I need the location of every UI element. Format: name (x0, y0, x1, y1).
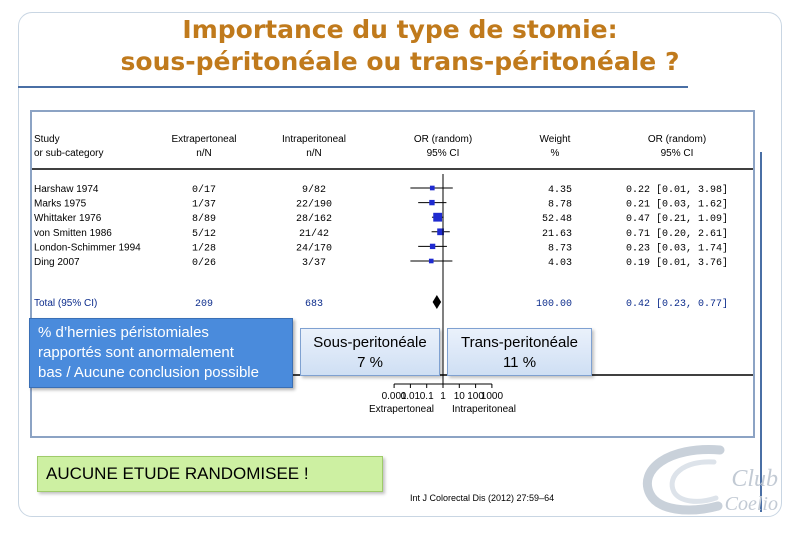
citation: Int J Colorectal Dis (2012) 27:59–64 (410, 493, 555, 503)
hernia-note-callout: % d’hernies péristomiales rapportés sont… (29, 318, 293, 388)
header-or-text-2: 95% CI (661, 148, 694, 159)
extra-count: 0/26 (192, 257, 216, 269)
header-study-2: or sub-category (34, 148, 103, 159)
trans-value: 11 % (502, 354, 537, 371)
study-name: Marks 1975 (34, 199, 87, 210)
logo-word-club: Club (731, 466, 778, 492)
study-weight: 21.63 (542, 229, 572, 240)
header-study-1: Study (34, 134, 60, 145)
slide-title: Importance du type de stomie: sous-périt… (0, 14, 800, 78)
title-line-2: sous-péritonéale ou trans-péritonéale ? (120, 47, 680, 76)
hernia-note-line: rapportés sont anormalement (38, 344, 234, 361)
intra-count: 28/162 (296, 213, 332, 225)
study-marker (429, 185, 435, 191)
header-or-text-1: OR (random) (648, 134, 706, 145)
club-coelio-logo: Club Coelio (643, 445, 778, 515)
total-diamond (432, 295, 442, 309)
forest-plot-box: Study or sub-category Extrapertoneal n/N… (30, 110, 755, 438)
header-or-plot-2: 95% CI (427, 148, 460, 159)
study-or-ci: 0.47 [0.21, 1.09] (626, 213, 728, 225)
study-or-ci: 0.23 [0.03, 1.74] (626, 242, 728, 254)
study-name: von Smitten 1986 (34, 228, 112, 239)
header-weight-1: Weight (540, 134, 571, 145)
header-extra-1: Extrapertoneal (171, 134, 236, 145)
forest-plot: Study or sub-category Extrapertoneal n/N… (32, 134, 753, 415)
intra-count: 21/42 (299, 228, 329, 240)
logo-swoosh-inner (669, 459, 719, 504)
study-marker (433, 212, 443, 222)
tick-label: 0.001 (382, 391, 407, 402)
header-intra-2: n/N (306, 148, 322, 159)
tick-label: 100 (467, 391, 484, 402)
study-weight: 52.48 (542, 214, 572, 225)
study-weight: 8.78 (548, 200, 572, 211)
favours-right-label: Intraperitoneal (452, 404, 516, 415)
tick-label: 10 (454, 391, 466, 402)
extra-count: 5/12 (192, 228, 216, 240)
study-or-ci: 0.22 [0.01, 3.98] (626, 184, 728, 196)
intra-count: 9/82 (302, 184, 326, 196)
no-randomized-banner: AUCUNE ETUDE RANDOMISEE ! (37, 456, 383, 492)
trans-label: Trans-peritonéale (460, 334, 578, 351)
total-or-ci: 0.42 [0.23, 0.77] (626, 298, 728, 310)
extra-count: 1/28 (192, 242, 216, 254)
study-weight: 4.03 (548, 258, 572, 269)
logo-word-coelio: Coelio (725, 493, 778, 515)
header-or-plot-1: OR (random) (414, 134, 472, 145)
header-intra-1: Intraperitoneal (282, 134, 346, 145)
trans-peritoneale-callout: Trans-peritonéale 11 % (447, 328, 592, 376)
total-weight: 100.00 (536, 299, 572, 310)
extra-count: 0/17 (192, 184, 216, 196)
plot-area (410, 174, 453, 384)
study-name: Ding 2007 (34, 257, 80, 268)
total-label: Total (95% CI) (34, 298, 97, 309)
study-marker (429, 243, 436, 250)
study-name: Harshaw 1974 (34, 184, 99, 195)
header-extra-2: n/N (196, 148, 212, 159)
header-weight-2: % (551, 148, 560, 159)
study-rows: Harshaw 1974 0/17 9/82 4.35 0.22 [0.01, 3.98… (34, 184, 728, 310)
study-or-ci: 0.21 [0.03, 1.62] (626, 199, 728, 211)
total-intra: 683 (305, 299, 323, 310)
intra-count: 3/37 (302, 257, 326, 269)
tick-label: 0.1 (420, 391, 434, 402)
study-name: London-Schimmer 1994 (34, 242, 141, 253)
extra-count: 1/37 (192, 199, 216, 211)
total-extra: 209 (195, 299, 213, 310)
logo-swoosh (643, 445, 725, 515)
study-marker (428, 258, 434, 264)
hernia-note-line: % d’hernies péristomiales (38, 324, 209, 341)
sous-peritoneale-callout: Sous-peritonéale 7 % (300, 328, 440, 376)
tick-label: 0.01 (401, 391, 421, 402)
study-weight: 4.35 (548, 185, 572, 196)
study-weight: 8.73 (548, 243, 572, 254)
intra-count: 24/170 (296, 242, 332, 254)
sous-label: Sous-peritonéale (313, 334, 427, 351)
title-line-1: Importance du type de stomie: (182, 15, 618, 44)
study-name: Whittaker 1976 (34, 213, 102, 224)
sous-value: 7 % (357, 354, 383, 371)
title-underline (18, 86, 688, 88)
tick-label: 1 (440, 391, 446, 402)
study-or-ci: 0.71 [0.20, 2.61] (626, 228, 728, 240)
tick-label: 1000 (481, 391, 504, 402)
hernia-note-line: bas / Aucune conclusion possible (38, 364, 259, 381)
right-vertical-rule (760, 152, 762, 512)
study-or-ci: 0.19 [0.01, 3.76] (626, 257, 728, 269)
intra-count: 22/190 (296, 199, 332, 211)
extra-count: 8/89 (192, 213, 216, 225)
study-marker (429, 199, 435, 206)
study-marker (437, 228, 444, 236)
favours-left-label: Extrapertoneal (369, 404, 434, 415)
